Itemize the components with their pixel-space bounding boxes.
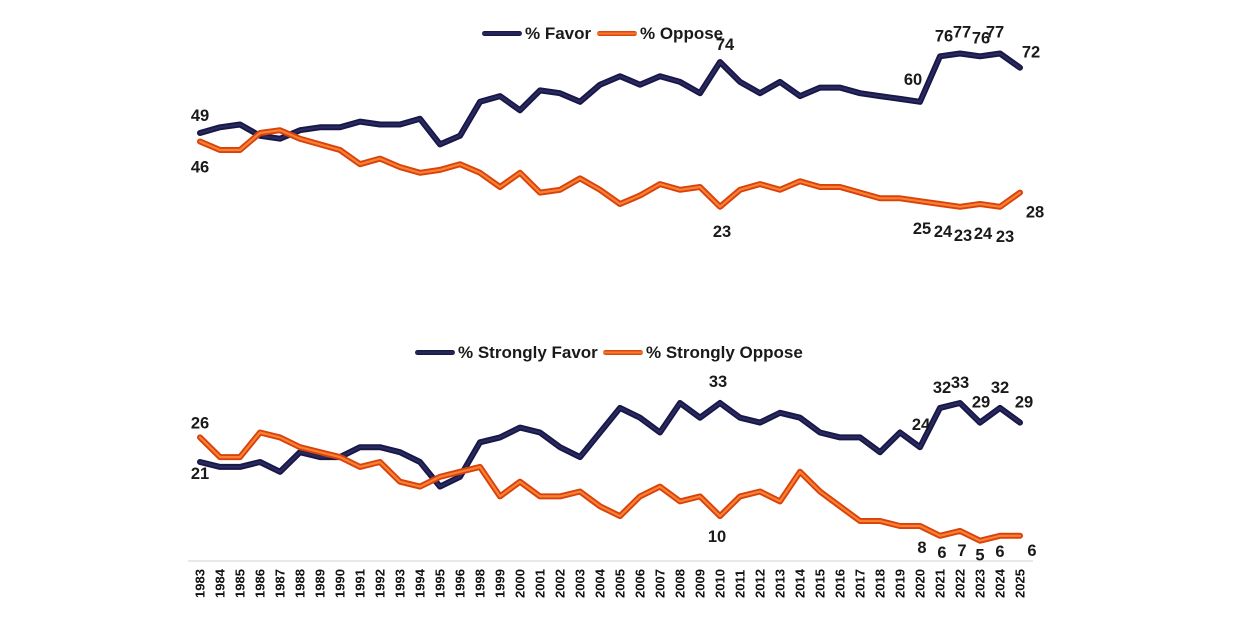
x-axis-year-label: 2007: [653, 569, 668, 598]
value-label-oppose-2022: 7: [957, 542, 966, 560]
strongly-oppose-legend-dash-icon: [603, 350, 643, 355]
legend-item-oppose: % Oppose: [597, 25, 723, 42]
x-axis-year-label: 1988: [293, 569, 308, 598]
value-label-favor-2022: 77: [953, 24, 971, 42]
x-axis-year-label: 1983: [193, 569, 208, 598]
value-label-favor-2010: 33: [709, 373, 727, 391]
oppose-legend-dash-icon: [597, 31, 637, 36]
x-axis-year-label: 2003: [573, 569, 588, 598]
value-label-oppose-2023: 24: [974, 225, 993, 243]
x-axis-year-label: 1984: [213, 568, 228, 598]
x-axis-year-label: 1991: [353, 569, 368, 598]
x-axis-year-label: 2002: [553, 569, 568, 598]
favor-oppose-oppose-line: [197, 127, 1023, 210]
x-axis-year-label: 1989: [313, 569, 328, 598]
x-axis-year-label: 2006: [633, 569, 648, 598]
value-label-oppose-2021: 6: [937, 544, 946, 562]
x-axis-year-label: 1998: [473, 569, 488, 598]
x-axis-year-label: 2014: [793, 568, 808, 598]
value-label-oppose-2010: 23: [713, 223, 731, 241]
strongly-favor-oppose-favor-line: [197, 400, 1023, 490]
value-label-oppose-2024: 6: [995, 543, 1004, 561]
x-axis-year-label: 1999: [493, 569, 508, 598]
x-axis-year-label: 2021: [933, 569, 948, 598]
x-axis-year-label: 2016: [833, 569, 848, 598]
value-label-oppose-2024: 23: [996, 228, 1014, 246]
x-axis-year-label: 2011: [733, 570, 748, 598]
x-axis-year-label: 1992: [373, 569, 388, 598]
legend-item-strongly-oppose: % Strongly Oppose: [603, 344, 803, 361]
legend-label-strongly-favor: % Strongly Favor: [458, 343, 598, 362]
x-axis-year-label: 2017: [853, 569, 868, 598]
value-label-favor-2021: 32: [933, 379, 951, 397]
x-axis-year-label: 2005: [613, 569, 628, 598]
value-label-oppose-1983: 26: [191, 414, 209, 432]
value-label-favor-2020: 60: [904, 71, 922, 89]
favor-oppose-oppose-line-highlight: [198, 129, 1022, 208]
favor-oppose-favor-line-highlight: [198, 52, 1022, 146]
value-label-favor-1983: 49: [191, 107, 209, 125]
strongly-favor-legend-dash-icon: [415, 350, 455, 355]
x-axis-year-label: 2025: [1013, 569, 1028, 598]
x-axis-year-label: 2015: [813, 569, 828, 598]
x-axis-year-label: 1986: [253, 569, 268, 598]
value-label-oppose-2020: 8: [917, 539, 926, 557]
legend-label-favor: % Favor: [525, 24, 592, 43]
value-label-oppose-2020: 25: [913, 220, 931, 238]
value-label-oppose-2010: 10: [708, 528, 726, 546]
value-label-favor-2024: 77: [986, 24, 1004, 42]
value-label-favor-2023: 76: [972, 29, 990, 47]
x-axis-year-label: 1993: [393, 569, 408, 598]
x-axis-year-label: 2013: [773, 569, 788, 598]
x-axis-year-label: 1987: [273, 569, 288, 598]
value-label-favor-2024: 32: [991, 379, 1009, 397]
legend-item-favor: % Favor: [482, 25, 591, 42]
x-axis-year-label: 1990: [333, 569, 348, 598]
value-label-favor-2025: 29: [1015, 394, 1033, 412]
x-axis-year-label: 2018: [873, 569, 888, 598]
value-label-oppose-2022: 23: [954, 227, 972, 245]
x-axis-year-label: 1994: [413, 568, 428, 598]
value-label-favor-2021: 76: [935, 27, 953, 45]
value-label-oppose-2025: 28: [1026, 204, 1044, 222]
x-axis-year-label: 1995: [433, 569, 448, 598]
x-axis-year-label: 2024: [993, 568, 1008, 598]
x-axis-year-label: 2008: [673, 569, 688, 598]
x-axis-year-label: 2023: [973, 569, 988, 598]
value-label-favor-2020: 24: [912, 416, 931, 434]
x-axis-year-label: 2012: [753, 569, 768, 598]
strongly-favor-oppose-oppose-line-highlight: [198, 431, 1022, 542]
value-label-favor-2022: 33: [951, 374, 969, 392]
value-label-oppose-2023: 5: [975, 547, 984, 565]
x-axis-year-label: 2020: [913, 569, 928, 598]
x-axis-year-label: 2010: [713, 569, 728, 598]
value-label-favor-2010: 74: [716, 36, 735, 54]
value-label-oppose-2025: 6: [1027, 542, 1036, 560]
x-axis-year-label: 2004: [593, 568, 608, 598]
x-axis-year-label: 2009: [693, 569, 708, 598]
legend-label-strongly-oppose: % Strongly Oppose: [646, 343, 803, 362]
x-axis-year-label: 1985: [233, 569, 248, 598]
legend-label-oppose: % Oppose: [640, 24, 724, 43]
value-label-favor-1983: 21: [191, 465, 209, 483]
x-axis-year-label: 2001: [533, 569, 548, 598]
value-label-favor-2025: 72: [1022, 44, 1040, 62]
favor-legend-dash-icon: [482, 31, 522, 36]
value-label-oppose-1983: 46: [191, 159, 209, 177]
x-axis-year-label: 1996: [453, 569, 468, 598]
legend-item-strongly-favor: % Strongly Favor: [415, 344, 598, 361]
x-axis-year-label: 2022: [953, 569, 968, 598]
x-axis-year-label: 2000: [513, 569, 528, 598]
x-axis-year-label: 2019: [893, 569, 908, 598]
value-label-oppose-2021: 24: [934, 223, 953, 241]
value-label-favor-2023: 29: [972, 394, 990, 412]
